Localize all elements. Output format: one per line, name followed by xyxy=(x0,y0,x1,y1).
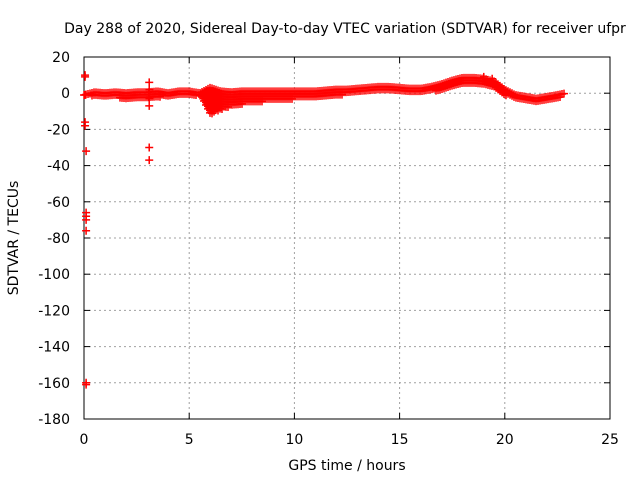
data-point xyxy=(145,156,154,165)
y-axis-label: SDTVAR / TECUs xyxy=(6,181,22,296)
data-point xyxy=(560,89,568,98)
y-tick-label: -140 xyxy=(38,340,70,356)
data-point xyxy=(145,143,154,152)
data-point xyxy=(145,78,154,87)
data-point xyxy=(81,91,90,100)
y-tick-label: -40 xyxy=(47,159,70,175)
y-tick-label: -180 xyxy=(38,412,70,428)
data-point xyxy=(488,74,497,83)
data-point xyxy=(82,380,91,389)
grid-lines xyxy=(83,56,611,420)
y-tick-label: -160 xyxy=(38,376,70,392)
chart-title: Day 288 of 2020, Sidereal Day-to-day VTE… xyxy=(64,21,626,37)
x-axis-label: GPS time / hours xyxy=(288,458,405,474)
x-tick-label: 10 xyxy=(285,432,303,448)
x-tick-label: 20 xyxy=(496,432,514,448)
y-tick-label: -80 xyxy=(47,231,70,247)
x-tick-label: 25 xyxy=(601,432,619,448)
x-tick-labels: 0 5 10 15 20 25 xyxy=(80,432,619,448)
y-tick-label: 20 xyxy=(52,50,70,66)
y-tick-label: -100 xyxy=(38,267,70,283)
y-tick-label: -120 xyxy=(38,303,70,319)
x-tick-label: 15 xyxy=(391,432,409,448)
data-point xyxy=(479,72,488,81)
data-point xyxy=(145,101,154,110)
axis-ticks xyxy=(83,56,611,420)
y-tick-label: -20 xyxy=(47,122,70,138)
data-point xyxy=(145,94,154,103)
data-point xyxy=(82,147,91,156)
data-point xyxy=(145,85,154,94)
y-tick-label: -60 xyxy=(47,195,70,211)
data-point xyxy=(82,215,91,224)
y-tick-label: 0 xyxy=(61,86,70,102)
x-tick-label: 0 xyxy=(80,432,89,448)
plot-frame xyxy=(83,56,611,420)
data-point xyxy=(81,72,90,81)
x-tick-label: 5 xyxy=(185,432,194,448)
y-tick-labels: 20 0 -20 -40 -60 -80 -100 -120 -140 -160 -180 xyxy=(38,50,70,428)
data-point xyxy=(81,121,90,130)
data-points xyxy=(80,71,568,389)
data-point xyxy=(82,226,91,235)
